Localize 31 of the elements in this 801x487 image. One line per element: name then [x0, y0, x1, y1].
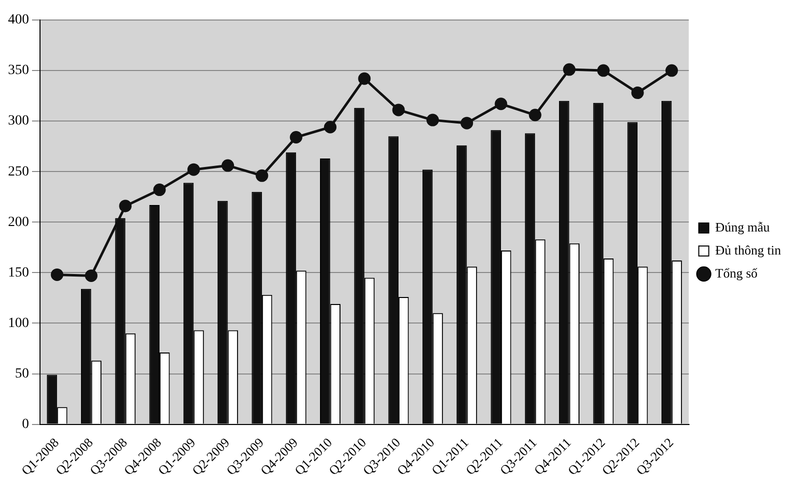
y-tick-label: 250 [8, 164, 29, 180]
point [222, 159, 234, 172]
point [665, 64, 678, 77]
point [392, 104, 405, 116]
y-tick-label: 350 [8, 63, 29, 78]
y-tick-label: 400 [8, 12, 29, 28]
point [50, 268, 64, 281]
point [187, 163, 200, 176]
point [256, 169, 268, 182]
y-tick-label: 100 [8, 316, 29, 331]
point [597, 64, 610, 77]
point [460, 116, 474, 130]
point [358, 72, 371, 85]
legend-label: Đúng mẫu [715, 219, 770, 234]
point [84, 269, 98, 282]
y-tick-label: 150 [8, 265, 29, 280]
point [324, 120, 336, 134]
point [153, 184, 166, 196]
y-tick-label: 200 [8, 214, 29, 230]
point [494, 98, 508, 110]
point [631, 86, 644, 100]
y-tick-label: 0 [22, 416, 29, 432]
legend-label: Đủ thông tin [715, 242, 782, 258]
point [426, 114, 439, 126]
point [119, 200, 132, 212]
legend-label: Tổng số [715, 265, 758, 280]
point [563, 63, 576, 76]
y-tick-label: 300 [8, 114, 29, 129]
y-tick-label: 50 [15, 366, 29, 382]
point [528, 108, 542, 122]
point [290, 130, 302, 144]
